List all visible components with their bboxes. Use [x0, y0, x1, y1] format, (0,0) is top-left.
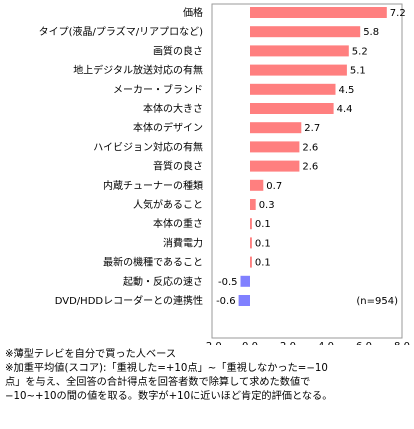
bar-6 — [250, 122, 302, 134]
note-line-2: ※加重平均値(スコア):「重視した=+10点」~「重視しなかった=−10 — [5, 363, 328, 374]
note-line-3: 点」を与え、全回答の合計得点を回答者数で除算して求めた数値で — [5, 377, 311, 388]
value-label-8: 2.6 — [302, 162, 318, 173]
x-tick-label-4: 6.0 — [356, 341, 372, 345]
category-label-9: 内蔵チューナーの種類 — [103, 179, 203, 192]
x-axis-ticks: -2.0 0.0 2.0 4.0 6.0 8.0 — [202, 341, 410, 345]
value-label-2: 5.2 — [352, 46, 368, 57]
x-tick-label-2: 2.0 — [280, 341, 296, 345]
category-label-0: 価格 — [183, 6, 203, 19]
value-label-15: -0.6 — [216, 296, 236, 307]
category-label-8: 音質の良さ — [153, 160, 203, 173]
category-label-14: 起動・反応の速さ — [123, 275, 203, 288]
category-label-3: 地上デジタル放送対応の有無 — [73, 64, 203, 77]
value-label-0: 7.2 — [390, 8, 406, 19]
value-label-6: 2.7 — [304, 123, 320, 134]
bar-10 — [250, 199, 256, 210]
value-label-11: 0.1 — [255, 219, 271, 230]
bar-15 — [238, 295, 250, 306]
category-label-6: 本体のデザイン — [133, 121, 203, 134]
value-label-10: 0.3 — [259, 200, 275, 211]
bar-11 — [250, 218, 252, 230]
category-label-11: 本体の重さ — [153, 217, 203, 230]
note-line-1: ※薄型テレビを自分で買った人ベース — [5, 349, 177, 360]
bar-3 — [250, 64, 347, 76]
bar-1 — [250, 26, 361, 38]
value-label-12: 0.1 — [255, 238, 271, 249]
bar-8 — [250, 160, 300, 172]
bar-2 — [250, 45, 349, 57]
value-label-13: 0.1 — [255, 258, 271, 269]
bar-4 — [250, 83, 336, 95]
bars-group — [238, 7, 387, 306]
value-label-9: 0.7 — [266, 181, 282, 192]
plot-frame — [211, 3, 403, 339]
category-label-5: 本体の大きさ — [143, 102, 203, 115]
x-tick-label-5: 8.0 — [394, 341, 410, 345]
bar-9 — [250, 179, 264, 191]
value-label-3: 5.1 — [350, 66, 366, 77]
category-label-13: 最新の機種であること — [103, 256, 203, 269]
bar-5 — [250, 103, 334, 114]
note-line-4: −10~+10の間の値を取る。数字が+10に近いほど肯定的評価となる。 — [5, 391, 333, 402]
value-label-14: -0.5 — [218, 277, 238, 288]
bar-7 — [250, 141, 300, 153]
category-label-15: DVD/HDDレコーダーとの連携性 — [55, 294, 203, 307]
value-label-5: 4.4 — [337, 104, 353, 115]
bar-14 — [240, 275, 250, 287]
value-label-7: 2.6 — [302, 142, 318, 153]
category-label-2: 画質の良さ — [153, 44, 203, 57]
x-tick-label-0: -2.0 — [202, 341, 222, 345]
x-tick-label-1: 0.0 — [242, 341, 258, 345]
value-labels: 7.2 5.8 5.2 5.1 4.5 4.4 2.7 2.6 2.6 0.7 0.3 0.1 0.1 0… — [216, 8, 406, 307]
value-label-4: 4.5 — [339, 85, 355, 96]
bar-12 — [250, 237, 252, 249]
category-label-10: 人気があること — [133, 198, 203, 211]
x-tick-label-3: 4.0 — [318, 341, 334, 345]
category-label-1: タイプ(液晶/プラズマ/リアプロなど) — [39, 25, 203, 38]
category-label-4: メーカー・ブランド — [113, 83, 203, 96]
category-label-7: ハイビジョン対応の有無 — [93, 140, 203, 153]
sample-size-annotation: (n=954) — [356, 296, 398, 307]
bar-13 — [250, 256, 252, 268]
value-label-1: 5.8 — [363, 27, 379, 38]
bar-0 — [250, 7, 387, 18]
category-label-12: 消費電力 — [163, 236, 203, 249]
